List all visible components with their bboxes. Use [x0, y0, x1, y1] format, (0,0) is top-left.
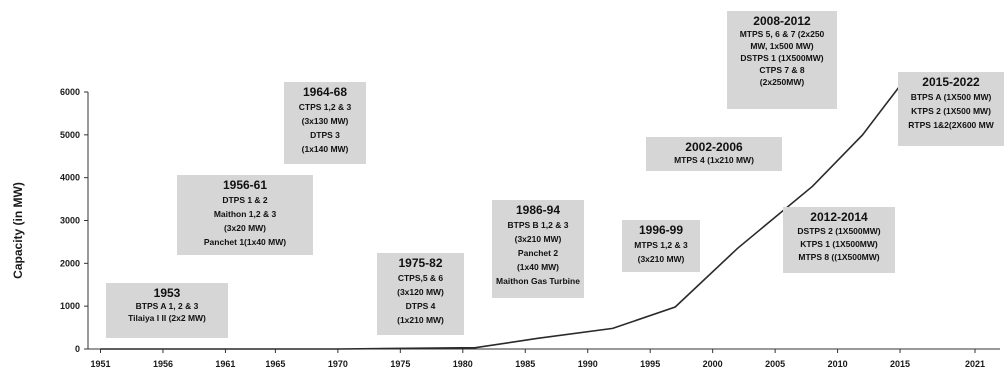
annotation-line: (3x120 MW): [397, 287, 444, 297]
annotation-line: BTPS A (1X500 MW): [911, 92, 992, 102]
annotation-line: BTPS A 1, 2 & 3: [136, 301, 199, 311]
annotation-box: [622, 220, 700, 272]
annotation-line: CTPS 1,2 & 3: [299, 102, 352, 112]
annotation-box: [646, 137, 782, 171]
y-tick-label: 0: [75, 344, 80, 354]
x-tick-label: 1970: [328, 359, 348, 369]
annotation-title: 1956-61: [223, 178, 267, 192]
annotation-line: KTPS 2 (1X500 MW): [911, 106, 991, 116]
annotation-title: 1996-99: [639, 223, 683, 237]
x-tick-label: 1990: [578, 359, 598, 369]
annotation-line: (3x210 MW): [515, 234, 562, 244]
annotation-line: (3x210 MW): [638, 254, 685, 264]
y-tick-label: 5000: [60, 130, 80, 140]
annotation-title: 1964-68: [303, 85, 347, 99]
annotation-box: [377, 253, 464, 335]
x-tick-label: 1975: [390, 359, 410, 369]
x-tick-label: 1956: [153, 359, 173, 369]
x-tick-label: 1995: [640, 359, 660, 369]
annotation-line: Panchet 1(1x40 MW): [204, 237, 286, 247]
x-tick-label: 2010: [828, 359, 848, 369]
annotation-line: CTPS,5 & 6: [398, 273, 444, 283]
x-tick-label: 2000: [703, 359, 723, 369]
annotation-title: 1986-94: [516, 203, 560, 217]
annotation-line: MTPS 1,2 & 3: [634, 240, 688, 250]
annotation-box: [177, 175, 313, 255]
annotation-line: DTPS 4: [406, 301, 436, 311]
annotation-line: (2x250MW): [760, 77, 805, 87]
annotation-line: (1x140 MW): [302, 144, 349, 154]
annotation-line: MTPS 8 ((1X500MW): [798, 252, 879, 262]
y-tick-label: 1000: [60, 301, 80, 311]
annotation-line: RTPS 1&2(2X600 MW: [908, 120, 994, 130]
annotation-line: DTPS 1 & 2: [222, 195, 268, 205]
x-tick-label: 2021: [965, 359, 985, 369]
annotation-box: [898, 72, 1004, 146]
annotation-line: CTPS 7 & 8: [759, 65, 805, 75]
x-tick-label: 1951: [90, 359, 110, 369]
annotation-line: (3x130 MW): [302, 116, 349, 126]
y-tick-label: 4000: [60, 173, 80, 183]
annotation-line: DSTPS 1 (1X500MW): [740, 53, 823, 63]
y-tick-label: 2000: [60, 258, 80, 268]
x-tick-label: 1980: [453, 359, 473, 369]
y-tick-label: 3000: [60, 216, 80, 226]
annotation-line: DSTPS 2 (1X500MW): [797, 226, 880, 236]
annotation-line: Tilaiya I II (2x2 MW): [128, 313, 206, 323]
annotation-line: Maithon Gas Turbine: [496, 276, 580, 286]
y-axis-title: Capacity (in MW): [11, 182, 25, 279]
annotation-line: (3x20 MW): [224, 223, 266, 233]
annotation-title: 2002-2006: [685, 140, 743, 154]
annotation-line: (1x210 MW): [397, 315, 444, 325]
x-tick-label: 2015: [890, 359, 910, 369]
annotation-title: 2015-2022: [922, 75, 980, 89]
x-tick-label: 1965: [265, 359, 285, 369]
annotation-box: [783, 207, 895, 273]
x-tick-label: 1961: [215, 359, 235, 369]
capacity-line-series: [100, 85, 901, 350]
y-tick-label: 6000: [60, 87, 80, 97]
annotation-line: KTPS 1 (1X500MW): [800, 239, 878, 249]
annotation-title: 2012-2014: [810, 210, 868, 224]
annotation-box: [727, 11, 837, 109]
x-tick-label: 1985: [515, 359, 535, 369]
annotation-box: [492, 200, 584, 298]
annotation-title: 2008-2012: [753, 14, 811, 28]
annotation-line: MTPS 4 (1x210 MW): [674, 155, 754, 165]
annotation-line: MTPS 5, 6 & 7 (2x250: [740, 29, 825, 39]
annotation-line: MW, 1x500 MW): [750, 41, 813, 51]
annotation-title: 1953: [154, 286, 181, 300]
annotation-box: [106, 283, 228, 338]
annotation-line: DTPS 3: [310, 130, 340, 140]
annotation-line: Panchet 2: [518, 248, 558, 258]
annotation-line: BTPS B 1,2 & 3: [508, 220, 569, 230]
annotation-line: Maithon 1,2 & 3: [214, 209, 277, 219]
x-tick-label: 2005: [765, 359, 785, 369]
annotation-title: 1975-82: [398, 256, 442, 270]
annotation-box: [284, 82, 366, 164]
annotation-line: (1x40 MW): [517, 262, 559, 272]
